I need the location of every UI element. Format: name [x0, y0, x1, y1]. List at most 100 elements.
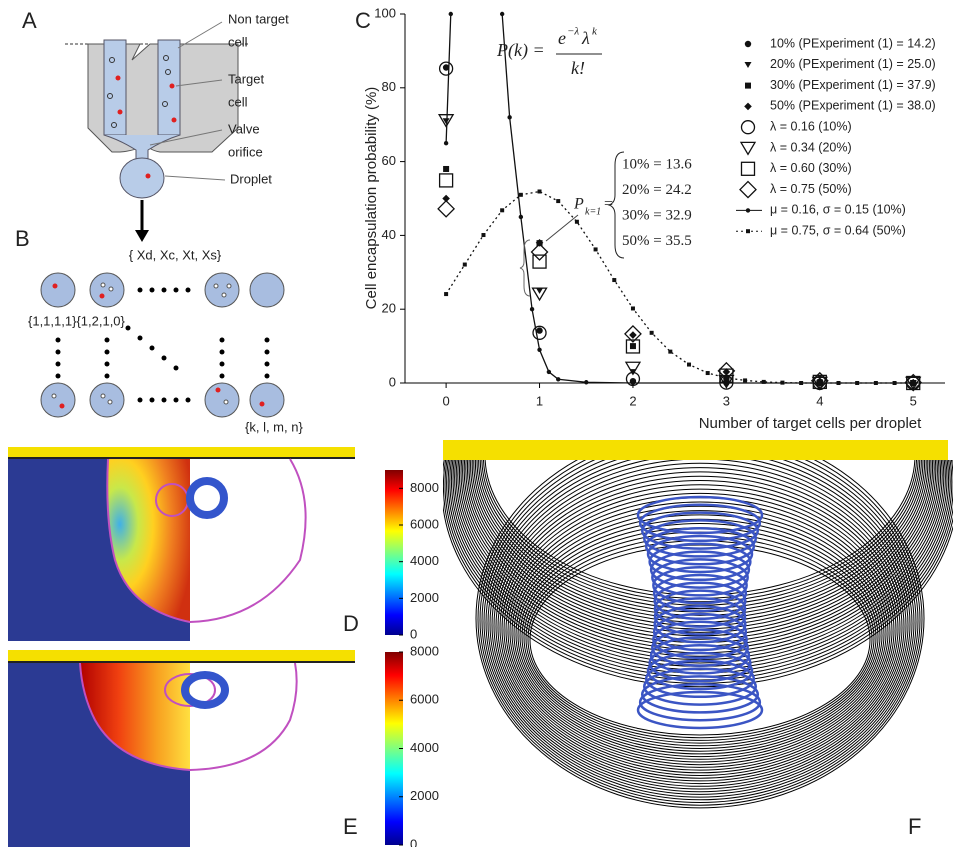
point	[780, 381, 784, 385]
point	[536, 327, 542, 333]
diagram-label: cell	[228, 34, 248, 49]
point	[538, 189, 542, 193]
trajectory	[508, 498, 892, 765]
legend-label: λ = 0.34 (20%)	[770, 140, 852, 154]
diagram-label: Valve	[228, 121, 260, 136]
x-tick-label: 5	[910, 393, 917, 408]
state-label: {k, l, m, n}	[245, 419, 303, 434]
simulation-d	[8, 447, 355, 641]
legend-label: 10% (PExperiment (1) = 14.2)	[770, 36, 936, 50]
legend-label: λ = 0.60 (30%)	[770, 161, 852, 175]
colorbar-tick-label: 0	[410, 836, 417, 847]
annotation-item: 10% = 13.6	[622, 156, 692, 172]
point	[855, 381, 859, 385]
x-axis-label: Number of target cells per droplet	[699, 415, 922, 432]
formula: k!	[571, 58, 585, 78]
annotation: k=1	[585, 206, 601, 217]
trajectory	[500, 481, 900, 776]
point	[519, 215, 523, 219]
point	[584, 380, 588, 384]
state-diagram	[41, 273, 284, 417]
point	[706, 371, 710, 375]
colorbar-tick-label: 8000	[410, 480, 439, 495]
trajectory	[448, 292, 952, 673]
point	[519, 193, 523, 197]
diagram-label: Droplet	[230, 171, 272, 186]
colorbar-tick-label: 6000	[410, 516, 439, 531]
panel-label: D	[343, 611, 359, 636]
point	[818, 381, 822, 385]
point	[612, 278, 616, 282]
point	[911, 381, 915, 385]
point	[631, 381, 635, 385]
legend-label: 50% (PExperiment (1) = 38.0)	[770, 99, 936, 113]
legend-label: 20% (PExperiment (1) = 25.0)	[770, 57, 936, 71]
legend-symbol	[744, 103, 752, 111]
formula: e	[558, 28, 566, 48]
point	[724, 381, 728, 385]
formula: −λ	[567, 26, 579, 38]
y-tick-label: 80	[382, 79, 396, 94]
colorbar-tick-label: 2000	[410, 590, 439, 605]
y-tick-label: 20	[382, 301, 396, 316]
legend-symbol	[742, 162, 755, 175]
point	[893, 381, 897, 385]
point	[443, 166, 449, 172]
point	[724, 376, 728, 380]
wall	[443, 440, 948, 460]
set-label: { Xd, Xc, Xt, Xs}	[129, 247, 222, 262]
panel-label: E	[343, 814, 358, 839]
point	[440, 174, 453, 187]
y-axis-label: Cell encapsulation probability (%)	[363, 87, 380, 310]
point	[556, 377, 560, 381]
diagram-label: Target	[228, 71, 265, 86]
point	[530, 307, 534, 311]
colorbar-tick-label: 6000	[410, 692, 439, 707]
y-tick-label: 60	[382, 153, 396, 168]
point	[438, 201, 454, 217]
diagram-label: orifice	[228, 144, 263, 159]
legend-symbol	[740, 182, 756, 198]
panel-label: A	[22, 8, 37, 33]
point	[575, 220, 579, 224]
simulation-f	[442, 288, 953, 808]
annotation-item: 50% = 35.5	[622, 233, 692, 249]
y-tick-label: 100	[374, 5, 396, 20]
colorbar	[385, 470, 403, 635]
point	[500, 208, 504, 212]
formula: k	[592, 26, 598, 38]
point	[836, 381, 840, 385]
annotation: P	[573, 196, 584, 213]
trajectory	[471, 306, 930, 626]
point	[500, 12, 504, 16]
point	[630, 343, 636, 349]
point	[594, 247, 598, 251]
legend-symbol	[746, 208, 750, 212]
colorbar-tick-label: 4000	[410, 740, 439, 755]
point	[444, 292, 448, 296]
point	[449, 12, 453, 16]
x-tick-label: 0	[442, 393, 449, 408]
point	[631, 306, 635, 310]
legend-label: μ = 0.75, σ = 0.64 (50%)	[770, 223, 906, 237]
ellipsis-dots	[56, 288, 270, 403]
legend-symbol	[746, 229, 750, 233]
x-tick-label: 2	[629, 393, 636, 408]
legend-symbol	[745, 83, 751, 89]
legend-symbol	[745, 62, 752, 68]
colorbar-tick-label: 4000	[410, 553, 439, 568]
trajectory	[466, 303, 934, 636]
point	[533, 255, 546, 268]
point	[687, 363, 691, 367]
point	[547, 370, 551, 374]
point	[799, 381, 803, 385]
legend-label: λ = 0.16 (10%)	[770, 119, 852, 133]
x-tick-label: 1	[536, 393, 543, 408]
point	[481, 233, 485, 237]
formula: λ	[581, 28, 590, 48]
diagram-label: cell	[228, 94, 248, 109]
panel-label: C	[355, 8, 371, 33]
y-tick-label: 40	[382, 227, 396, 242]
pointer	[546, 215, 578, 241]
point	[650, 331, 654, 335]
